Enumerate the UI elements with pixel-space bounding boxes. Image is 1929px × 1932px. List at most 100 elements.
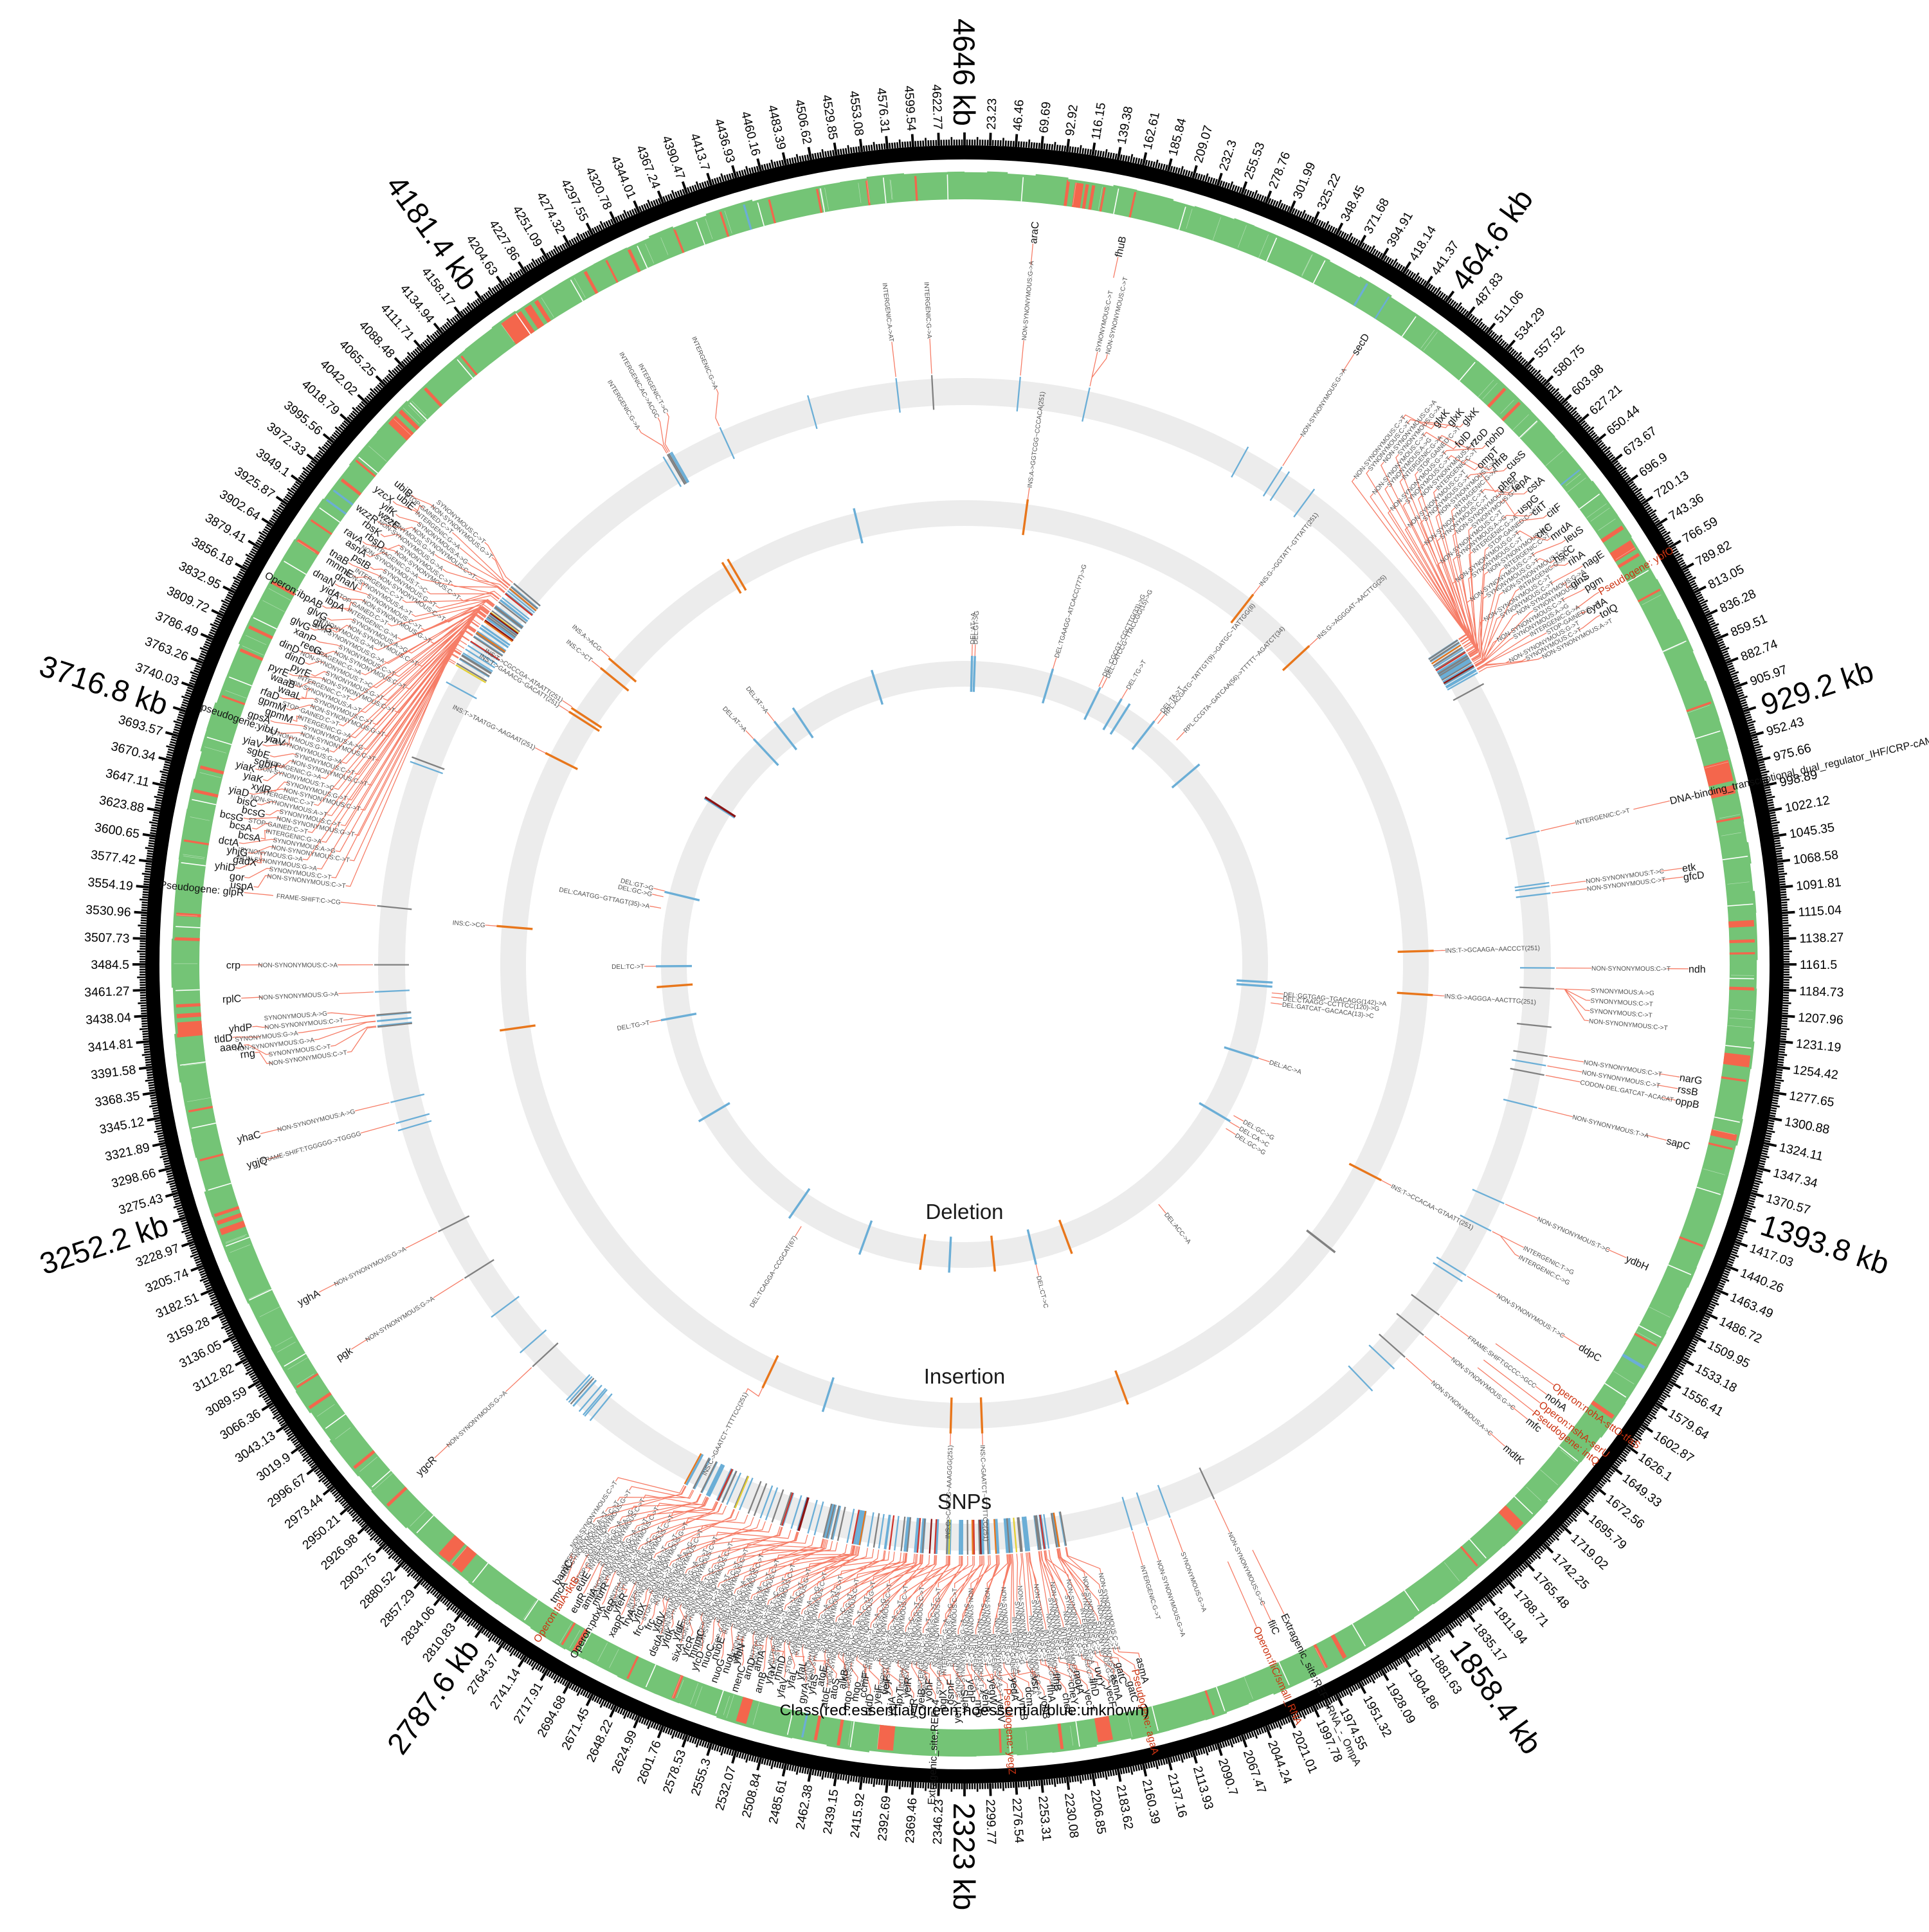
- svg-text:NON-SYNONYMOUS:T->C: NON-SYNONYMOUS:T->C: [975, 1619, 984, 1698]
- svg-text:Class(red:essential/green:noes: Class(red:essential/green:noessential/bl…: [780, 1702, 1150, 1719]
- svg-text:yhiD: yhiD: [214, 860, 236, 874]
- svg-text:2323 kb: 2323 kb: [947, 1803, 981, 1910]
- svg-text:Deletion: Deletion: [925, 1200, 1003, 1223]
- svg-text:yfaL: yfaL: [784, 1668, 800, 1690]
- svg-text:rng: rng: [240, 1048, 256, 1061]
- svg-text:yehS: yehS: [960, 1690, 971, 1713]
- svg-text:araC: araC: [1028, 221, 1041, 244]
- svg-text:NON-SYNONYMOUS:C->T: NON-SYNONYMOUS:C->T: [950, 1588, 959, 1667]
- svg-text:osmF: osmF: [945, 1679, 957, 1705]
- svg-text:gfcD: gfcD: [1683, 870, 1705, 883]
- svg-text:uvrY: uvrY: [1092, 1666, 1107, 1689]
- svg-text:3461.27: 3461.27: [84, 984, 130, 1000]
- svg-text:frc: frc: [643, 1617, 658, 1632]
- svg-text:yhdP: yhdP: [228, 1022, 253, 1035]
- svg-text:46.46: 46.46: [1011, 99, 1027, 131]
- svg-text:yhjG: yhjG: [226, 845, 248, 859]
- svg-text:yncB: yncB: [1017, 1697, 1029, 1721]
- svg-text:yejA: yejA: [885, 1695, 898, 1717]
- svg-text:yehY: yehY: [952, 1699, 963, 1723]
- svg-text:ndh: ndh: [1689, 964, 1706, 975]
- svg-text:mqo: mqo: [849, 1681, 863, 1702]
- svg-text:1207.96: 1207.96: [1798, 1011, 1844, 1027]
- svg-text:flhD: flhD: [1087, 1677, 1101, 1697]
- svg-text:Insertion: Insertion: [924, 1364, 1006, 1388]
- svg-text:flhB: flhB: [1050, 1673, 1063, 1692]
- svg-text:yecT: yecT: [1082, 1689, 1096, 1713]
- svg-text:frc: frc: [631, 1623, 646, 1638]
- svg-text:NON-SYNONYMOUS:C->T: NON-SYNONYMOUS:C->T: [966, 1588, 974, 1667]
- svg-text:3438.04: 3438.04: [86, 1011, 132, 1027]
- svg-text:bisC: bisC: [236, 795, 258, 810]
- svg-text:NON-SYNONYMOUS:G->T: NON-SYNONYMOUS:G->T: [932, 1587, 943, 1667]
- svg-text:3507.73: 3507.73: [84, 930, 130, 946]
- svg-text:INTRAGENIC:G->A: INTRAGENIC:G->A: [972, 1634, 980, 1692]
- svg-text:1138.27: 1138.27: [1799, 930, 1844, 946]
- svg-text:aaeA: aaeA: [219, 1040, 244, 1054]
- svg-text:yehP: yehP: [965, 1679, 976, 1703]
- svg-text:4646 kb: 4646 kb: [947, 19, 981, 126]
- svg-text:SYNONYMOUS:A->G: SYNONYMOUS:A->G: [1591, 988, 1654, 997]
- svg-text:1115.04: 1115.04: [1798, 903, 1842, 919]
- svg-text:atoE: atoE: [815, 1665, 830, 1688]
- svg-text:2299.77: 2299.77: [983, 1799, 999, 1845]
- svg-text:DEL:TC->T: DEL:TC->T: [611, 964, 644, 971]
- svg-text:INTERGENIC:G->A: INTERGENIC:G->A: [922, 282, 932, 339]
- svg-text:STOP-GAINED:C->T: STOP-GAINED:C->T: [936, 1634, 945, 1694]
- svg-text:crp: crp: [226, 961, 240, 971]
- svg-text:NON-SYNONYMOUS:C->A: NON-SYNONYMOUS:C->A: [258, 962, 338, 969]
- svg-text:INTERGENIC:C->T: INTERGENIC:C->T: [989, 1634, 999, 1690]
- svg-text:lpxT: lpxT: [894, 1686, 907, 1707]
- svg-text:SYNONYMOUS:C->T: SYNONYMOUS:C->T: [963, 1603, 970, 1666]
- svg-text:ccmF: ccmF: [858, 1672, 872, 1698]
- svg-text:bcsA: bcsA: [237, 829, 262, 844]
- svg-text:cheZ: cheZ: [1060, 1692, 1074, 1717]
- svg-text:mrp: mrp: [973, 1700, 984, 1718]
- svg-text:gyrA: gyrA: [797, 1681, 812, 1704]
- svg-text:rplC: rplC: [222, 993, 242, 1005]
- svg-text:1161.5: 1161.5: [1800, 958, 1837, 972]
- svg-text:motA: motA: [1071, 1670, 1086, 1695]
- svg-text:yegW: yegW: [986, 1679, 999, 1706]
- svg-text:NON-SYNONYMOUS:G->A: NON-SYNONYMOUS:G->A: [959, 1619, 966, 1699]
- svg-text:gadX: gadX: [232, 854, 258, 869]
- svg-text:Extragenic_site;REF~4: Extragenic_site;REF~4: [927, 1699, 942, 1805]
- svg-text:atoE: atoE: [819, 1686, 833, 1709]
- svg-text:3484.5: 3484.5: [91, 958, 129, 972]
- svg-text:yfaS: yfaS: [806, 1673, 820, 1695]
- svg-text:flhA: flhA: [1044, 1684, 1057, 1703]
- svg-text:yejF: yejF: [880, 1674, 893, 1695]
- svg-text:yiaD: yiaD: [228, 784, 250, 799]
- svg-text:radD: radD: [862, 1693, 876, 1717]
- svg-text:69.69: 69.69: [1037, 101, 1053, 134]
- svg-text:3530.96: 3530.96: [85, 903, 131, 919]
- svg-text:yohF: yohF: [923, 1678, 936, 1702]
- svg-text:yecF: yecF: [1103, 1684, 1118, 1709]
- svg-text:4599.54: 4599.54: [901, 86, 918, 132]
- svg-text:SYNONYMOUS:G->A: SYNONYMOUS:G->A: [955, 1634, 963, 1698]
- svg-text:tldD: tldD: [214, 1033, 233, 1045]
- svg-text:cheY: cheY: [1065, 1681, 1080, 1706]
- svg-text:DEL:AT->A: DEL:AT->A: [970, 612, 977, 644]
- svg-text:yobB: yobB: [1038, 1695, 1052, 1719]
- svg-text:gor: gor: [229, 871, 246, 884]
- svg-text:atoS: atoS: [828, 1677, 842, 1700]
- svg-text:fhuB: fhuB: [1114, 235, 1129, 258]
- svg-text:dcm: dcm: [1023, 1686, 1036, 1707]
- svg-text:gatC: gatC: [1113, 1661, 1128, 1685]
- svg-text:INS:C->CAGGG~AAAGGG(251): INS:C->CAGGG~AAAGGG(251): [945, 1445, 954, 1539]
- svg-text:etk: etk: [1681, 862, 1697, 874]
- svg-text:SYNONYMOUS:C->T: SYNONYMOUS:C->T: [927, 1603, 937, 1666]
- svg-text:yehB: yehB: [980, 1689, 992, 1713]
- svg-text:rssB: rssB: [1677, 1084, 1699, 1098]
- svg-text:NON-SYNONYMOUS:C->T: NON-SYNONYMOUS:C->T: [1591, 966, 1671, 973]
- svg-text:mqo: mqo: [840, 1690, 855, 1711]
- svg-text:yeiR: yeiR: [907, 1698, 919, 1719]
- svg-text:2276.54: 2276.54: [1010, 1798, 1026, 1844]
- svg-text:SYNONYMOUS:A->G: SYNONYMOUS:A->G: [946, 1603, 954, 1666]
- svg-text:NON-SYNONYMOUS:C->T: NON-SYNONYMOUS:C->T: [983, 1587, 993, 1666]
- svg-text:yejF: yejF: [871, 1684, 884, 1704]
- svg-text:yegV: yegV: [995, 1699, 1007, 1723]
- svg-text:2369.46: 2369.46: [903, 1798, 919, 1844]
- svg-text:bglX: bglX: [937, 1689, 949, 1710]
